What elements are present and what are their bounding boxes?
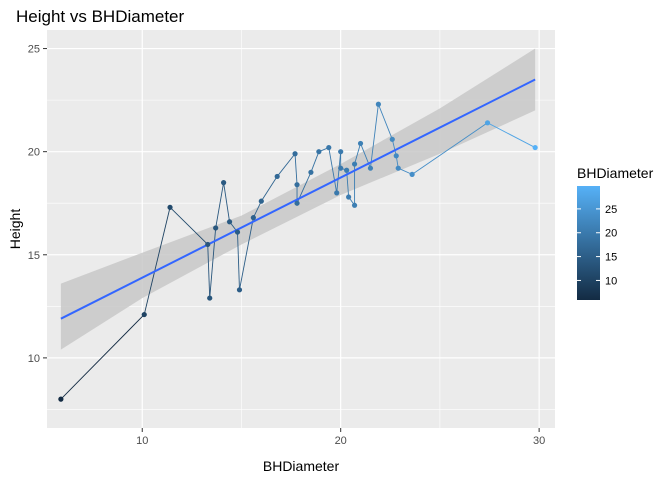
connector-segment bbox=[336, 151, 342, 193]
connector-segment bbox=[223, 182, 231, 222]
data-point bbox=[409, 171, 415, 177]
connector-segment bbox=[354, 143, 361, 165]
regression-line bbox=[60, 78, 536, 320]
connector-segment bbox=[276, 153, 296, 177]
data-point bbox=[389, 136, 395, 142]
legend-title: BHDiameter bbox=[577, 165, 654, 181]
data-point bbox=[234, 229, 241, 235]
x-axis-title: BHDiameter bbox=[263, 458, 340, 474]
data-point bbox=[375, 101, 381, 107]
data-point bbox=[484, 120, 491, 126]
data-point bbox=[294, 200, 300, 206]
data-point bbox=[226, 219, 233, 225]
connector-segment bbox=[370, 104, 379, 169]
y-tick-label: 25 bbox=[28, 44, 40, 56]
data-point bbox=[258, 198, 264, 204]
data-point bbox=[292, 151, 298, 157]
data-point bbox=[274, 173, 280, 180]
legend-ticks: 10 15 20 25 bbox=[577, 204, 617, 287]
y-tick-label: 10 bbox=[28, 353, 40, 365]
data-point bbox=[58, 396, 64, 402]
data-point bbox=[326, 144, 332, 151]
data-point bbox=[532, 144, 538, 151]
y-axis-ticks: 10 15 20 25 bbox=[28, 44, 47, 365]
connector-segment bbox=[377, 104, 393, 140]
x-tick-label: 20 bbox=[335, 435, 347, 447]
connector-segment bbox=[328, 147, 338, 193]
connector-segment bbox=[391, 139, 397, 156]
data-point bbox=[338, 149, 344, 155]
data-point bbox=[357, 140, 364, 147]
data-point bbox=[294, 182, 300, 188]
connector-segment bbox=[252, 200, 262, 218]
legend: BHDiameter 10 15 20 25 bbox=[577, 165, 654, 300]
connector-segment bbox=[60, 314, 145, 400]
data-point bbox=[236, 287, 243, 293]
data-point bbox=[221, 180, 227, 186]
connector-segment bbox=[207, 244, 211, 299]
data-point bbox=[205, 241, 211, 248]
x-axis-ticks: 10 20 30 bbox=[136, 428, 545, 447]
y-tick-label: 15 bbox=[28, 250, 40, 262]
data-point bbox=[250, 215, 256, 221]
connector-segment bbox=[239, 217, 254, 290]
data-point bbox=[344, 167, 350, 173]
legend-tick-label: 15 bbox=[605, 252, 617, 264]
data-point bbox=[393, 153, 399, 159]
connector-segment bbox=[143, 207, 171, 315]
data-point bbox=[141, 311, 147, 318]
data-point bbox=[167, 204, 173, 210]
data-points bbox=[58, 101, 538, 402]
data-point bbox=[316, 149, 322, 155]
data-point bbox=[346, 194, 352, 200]
connector-segment bbox=[169, 207, 209, 245]
data-point bbox=[338, 165, 344, 171]
connector-segment bbox=[260, 176, 278, 202]
connector-segment bbox=[294, 153, 298, 185]
data-point bbox=[367, 165, 374, 171]
data-point bbox=[334, 190, 340, 196]
y-tick-label: 20 bbox=[28, 147, 40, 159]
data-point bbox=[308, 169, 314, 175]
connector-segment bbox=[310, 151, 320, 173]
data-point bbox=[351, 161, 358, 167]
chart-title: Height vs BHDiameter bbox=[16, 7, 185, 26]
legend-tick-label: 20 bbox=[605, 228, 617, 240]
grid-major bbox=[47, 30, 555, 428]
x-tick-label: 30 bbox=[533, 435, 545, 447]
x-tick-label: 10 bbox=[136, 435, 148, 447]
data-point bbox=[351, 202, 358, 208]
connector-segment bbox=[215, 182, 225, 229]
legend-tick-label: 10 bbox=[605, 275, 617, 287]
connector-segment bbox=[411, 122, 488, 175]
connector-segment bbox=[237, 232, 240, 290]
connector-segment bbox=[487, 122, 536, 148]
y-axis-title: Height bbox=[7, 209, 23, 250]
legend-colorbar bbox=[577, 186, 600, 300]
data-point bbox=[395, 165, 401, 171]
legend-tick-label: 25 bbox=[605, 204, 617, 216]
data-point bbox=[213, 225, 219, 231]
data-connector-segments bbox=[60, 104, 536, 400]
connector-segment bbox=[209, 227, 217, 299]
data-point bbox=[207, 295, 213, 301]
